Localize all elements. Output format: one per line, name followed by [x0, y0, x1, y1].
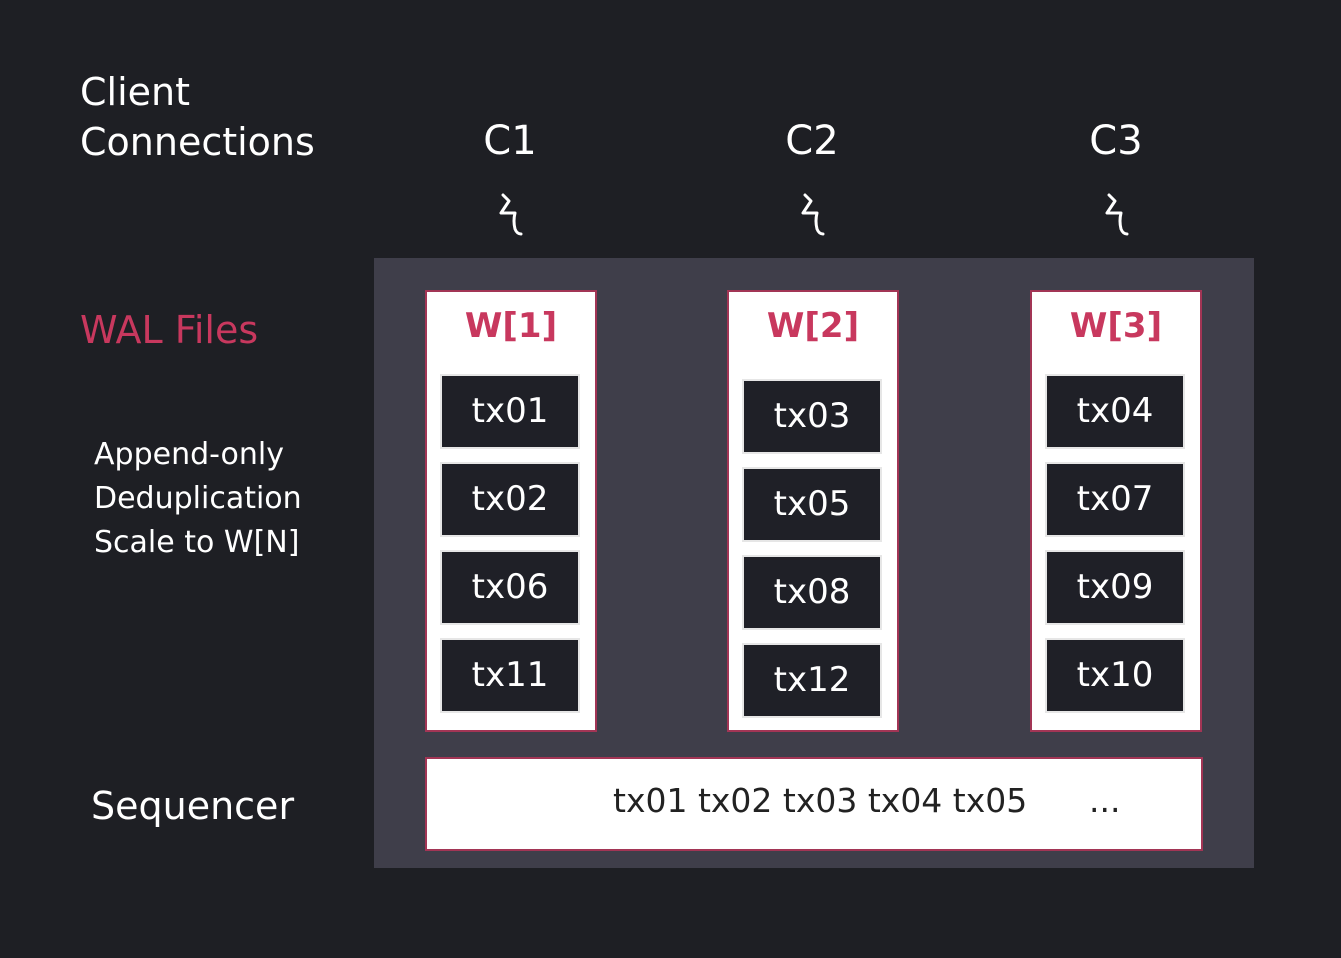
transaction-box: tx04 — [1045, 374, 1185, 449]
transaction-box: tx05 — [742, 467, 882, 542]
transaction-box: tx11 — [440, 638, 580, 713]
transaction-box: tx02 — [440, 462, 580, 537]
wal-file-title: W[2] — [766, 306, 860, 346]
transaction-box: tx07 — [1045, 462, 1185, 537]
lightning-icon — [1105, 193, 1129, 236]
wal-file-2: W[2] tx03 tx05 tx08 tx12 — [727, 290, 899, 732]
client-label-line2: Connections — [80, 120, 315, 164]
sequencer-sequence: tx01 tx02 tx03 tx04 tx05 — [613, 781, 1028, 820]
connection-label-c3: C3 — [1089, 118, 1143, 164]
feature-scale: Scale to W[N] — [94, 525, 300, 560]
sequencer-ellipsis: ... — [1089, 781, 1121, 820]
lightning-icon — [801, 193, 825, 236]
feature-deduplication: Deduplication — [94, 481, 302, 516]
transaction-box: tx03 — [742, 379, 882, 454]
feature-append-only: Append-only — [94, 437, 284, 472]
sequencer-label: Sequencer — [91, 784, 295, 828]
transaction-box: tx12 — [742, 643, 882, 718]
transaction-box: tx10 — [1045, 638, 1185, 713]
client-connections-label: Client Connections — [80, 67, 315, 167]
connection-label-c1: C1 — [483, 118, 537, 164]
connection-label-c2: C2 — [785, 118, 839, 164]
wal-file-title: W[1] — [464, 306, 558, 346]
wal-file-1: W[1] tx01 tx02 tx06 tx11 — [425, 290, 597, 732]
sequencer-box: tx01 tx02 tx03 tx04 tx05 ... — [425, 757, 1203, 851]
transaction-box: tx08 — [742, 555, 882, 630]
client-label-line1: Client — [80, 70, 191, 114]
transaction-box: tx01 — [440, 374, 580, 449]
features-list: Append-only Deduplication Scale to W[N] — [94, 433, 302, 565]
wal-file-3: W[3] tx04 tx07 tx09 tx10 — [1030, 290, 1202, 732]
wal-files-label: WAL Files — [80, 308, 259, 352]
transaction-box: tx06 — [440, 550, 580, 625]
lightning-icon — [499, 193, 523, 236]
transaction-box: tx09 — [1045, 550, 1185, 625]
wal-file-title: W[3] — [1069, 306, 1163, 346]
